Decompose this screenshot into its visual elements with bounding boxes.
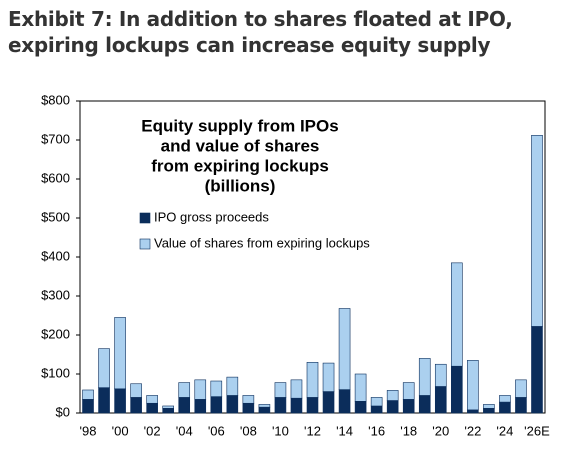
bar-segment — [194, 399, 207, 414]
bar-segment — [210, 380, 223, 397]
bar-segment — [258, 404, 271, 408]
x-tick-label: '02 — [144, 423, 161, 438]
chart-subtitle: Equity supply from IPOs — [141, 116, 338, 135]
bar-segment — [483, 404, 495, 409]
bar-segment — [274, 382, 287, 398]
bar-segment — [130, 397, 142, 414]
bar-segment — [531, 135, 543, 327]
x-tick-label: '26E — [524, 423, 550, 438]
bar-segment — [499, 401, 511, 414]
y-tick-label: $100 — [41, 365, 70, 380]
bar-segment — [194, 379, 207, 400]
bar-segment — [98, 387, 110, 414]
x-tick-label: '06 — [208, 423, 225, 438]
legend-swatch — [139, 238, 151, 250]
bar-segment — [82, 389, 94, 400]
bar-segment — [434, 363, 447, 387]
bar-segment — [146, 395, 158, 404]
bar-segment — [178, 382, 191, 398]
bar-segment — [290, 379, 303, 399]
legend-label: IPO gross proceeds — [154, 209, 269, 224]
x-tick-label: '18 — [400, 423, 417, 438]
y-tick-label: $0 — [56, 404, 70, 419]
bar-segment — [242, 402, 255, 414]
bar-segment — [306, 397, 319, 414]
bar-segment — [434, 386, 447, 414]
bar-segment — [515, 379, 527, 398]
y-tick-label: $400 — [41, 248, 70, 263]
x-tick-label: '20 — [432, 423, 449, 438]
bar-segment — [242, 395, 255, 404]
bar-segment — [322, 362, 335, 392]
bar-segment — [306, 361, 319, 398]
bar-segment — [531, 326, 543, 414]
bar-segment — [354, 400, 367, 414]
bar-segment — [467, 409, 479, 414]
bar-segment — [162, 405, 174, 409]
chart-subtitle: and value of shares — [161, 136, 320, 155]
bar-segment — [258, 406, 271, 414]
bar-segment — [467, 360, 479, 411]
bar-segment — [515, 397, 527, 414]
bar-segment — [226, 376, 239, 396]
bar-segment — [338, 308, 351, 390]
bar-segment — [146, 402, 158, 414]
bar-segment — [386, 390, 399, 401]
bar-segment — [451, 262, 463, 367]
bar-segment — [98, 348, 110, 388]
bar-segment — [178, 397, 191, 414]
bar-segment — [130, 383, 142, 398]
exhibit-title: Exhibit 7: In addition to shares floated… — [8, 7, 513, 57]
y-tick-label: $800 — [41, 92, 70, 107]
x-tick-label: '98 — [80, 423, 97, 438]
bar-segment — [370, 405, 383, 414]
legend-label: Value of shares from expiring lockups — [154, 235, 370, 250]
x-tick-label: '10 — [272, 423, 289, 438]
x-tick-label: '00 — [112, 423, 129, 438]
bar-segment — [402, 382, 415, 400]
bar-segment — [483, 408, 495, 414]
x-tick-label: '04 — [176, 423, 193, 438]
y-tick-label: $700 — [41, 131, 70, 146]
bar-segment — [114, 317, 126, 390]
y-tick-label: $300 — [41, 287, 70, 302]
bar-segment — [386, 400, 399, 414]
y-tick-label: $600 — [41, 170, 70, 185]
bar-segment — [338, 389, 351, 414]
bar-segment — [354, 373, 367, 402]
bar-segment — [274, 397, 287, 414]
bar-segment — [451, 365, 463, 414]
x-tick-label: '12 — [304, 423, 321, 438]
bar-segment — [418, 395, 431, 414]
bar-segment — [114, 388, 126, 414]
bar-segment — [418, 358, 431, 396]
x-tick-label: '22 — [464, 423, 481, 438]
bar-segment — [290, 397, 303, 414]
bar-segment — [322, 391, 335, 414]
bar-segment — [226, 395, 239, 414]
bar-segment — [82, 399, 94, 414]
bar-segment — [370, 397, 383, 407]
chart-subtitle: (billions) — [205, 176, 276, 195]
y-tick-label: $500 — [41, 209, 70, 224]
legend-swatch — [139, 212, 151, 224]
bar-segment — [162, 408, 174, 414]
y-tick-label: $200 — [41, 326, 70, 341]
chart-subtitle: from expiring lockups — [151, 156, 329, 175]
x-tick-label: '16 — [368, 423, 385, 438]
x-tick-label: '24 — [496, 423, 513, 438]
x-tick-label: '08 — [240, 423, 257, 438]
bar-segment — [402, 399, 415, 414]
x-tick-label: '14 — [336, 423, 353, 438]
bar-segment — [499, 395, 511, 403]
bar-segment — [210, 396, 223, 414]
